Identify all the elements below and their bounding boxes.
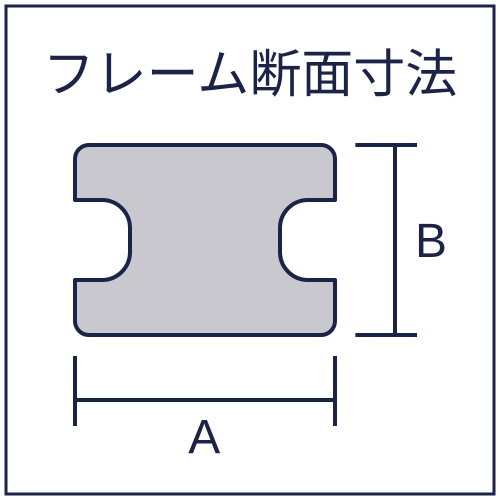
dimension-b-label: B	[415, 214, 447, 269]
dimension-a-label: A	[188, 410, 220, 465]
diagram-title: フレーム断面寸法	[0, 32, 500, 107]
